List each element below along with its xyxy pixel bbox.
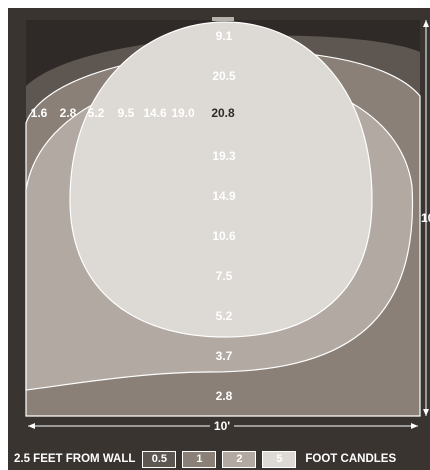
vertical-value-label: 20.5 (212, 69, 236, 83)
illuminance-legend: 2.5 FEET FROM WALL 0.5 1 2 5 FOOT CANDLE… (14, 448, 430, 470)
legend-swatch-1: 1 (182, 450, 217, 468)
width-label-background (210, 419, 234, 433)
horizontal-value-label: 19.0 (171, 106, 195, 120)
vertical-value-label: 14.9 (212, 189, 236, 203)
horizontal-value-label: 2.8 (60, 106, 77, 120)
horizontal-value-label: 9.5 (118, 106, 135, 120)
width-arrow-left (28, 423, 35, 429)
legend-swatch-label: 2 (236, 453, 243, 465)
vertical-value-label: 7.5 (216, 269, 233, 283)
vertical-value-label: 2.8 (216, 389, 233, 403)
horizontal-value-label: 14.6 (143, 106, 167, 120)
horizontal-value-label: 1.6 (31, 106, 48, 120)
legend-caption: 2.5 FEET FROM WALL (14, 453, 136, 465)
height-arrow-bottom (423, 409, 429, 416)
fixture-marker (212, 17, 234, 21)
height-dimension-label: 10 (421, 211, 430, 225)
vertical-value-label: 3.7 (216, 349, 233, 363)
legend-unit: FOOT CANDLES (305, 453, 397, 465)
width-dimension-label: 10' (214, 419, 230, 433)
vertical-values-column: 9.1 20.5 19.3 14.9 10.6 7.5 5.2 3.7 2.8 (212, 29, 236, 403)
vertical-value-label: 5.2 (216, 309, 233, 323)
legend-swatch-0-5: 0.5 (142, 450, 177, 468)
legend-swatch-5: 5 (262, 450, 297, 468)
horizontal-value-label: 20.8 (211, 106, 235, 120)
horizontal-values-row: 1.6 2.8 5.2 9.5 14.6 19.0 20.8 (31, 106, 235, 120)
vertical-value-label: 19.3 (212, 149, 236, 163)
zone-5-fc (69, 21, 373, 338)
horizontal-value-label: 5.2 (88, 106, 105, 120)
legend-swatch-label: 0.5 (151, 453, 168, 465)
legend-swatch-label: 5 (276, 453, 283, 465)
width-arrow-right (411, 423, 418, 429)
vertical-value-label: 9.1 (216, 29, 233, 43)
vertical-value-label: 10.6 (212, 229, 236, 243)
legend-swatch-label: 1 (196, 453, 203, 465)
height-arrow-top (423, 20, 429, 27)
legend-swatch-2: 2 (222, 450, 257, 468)
